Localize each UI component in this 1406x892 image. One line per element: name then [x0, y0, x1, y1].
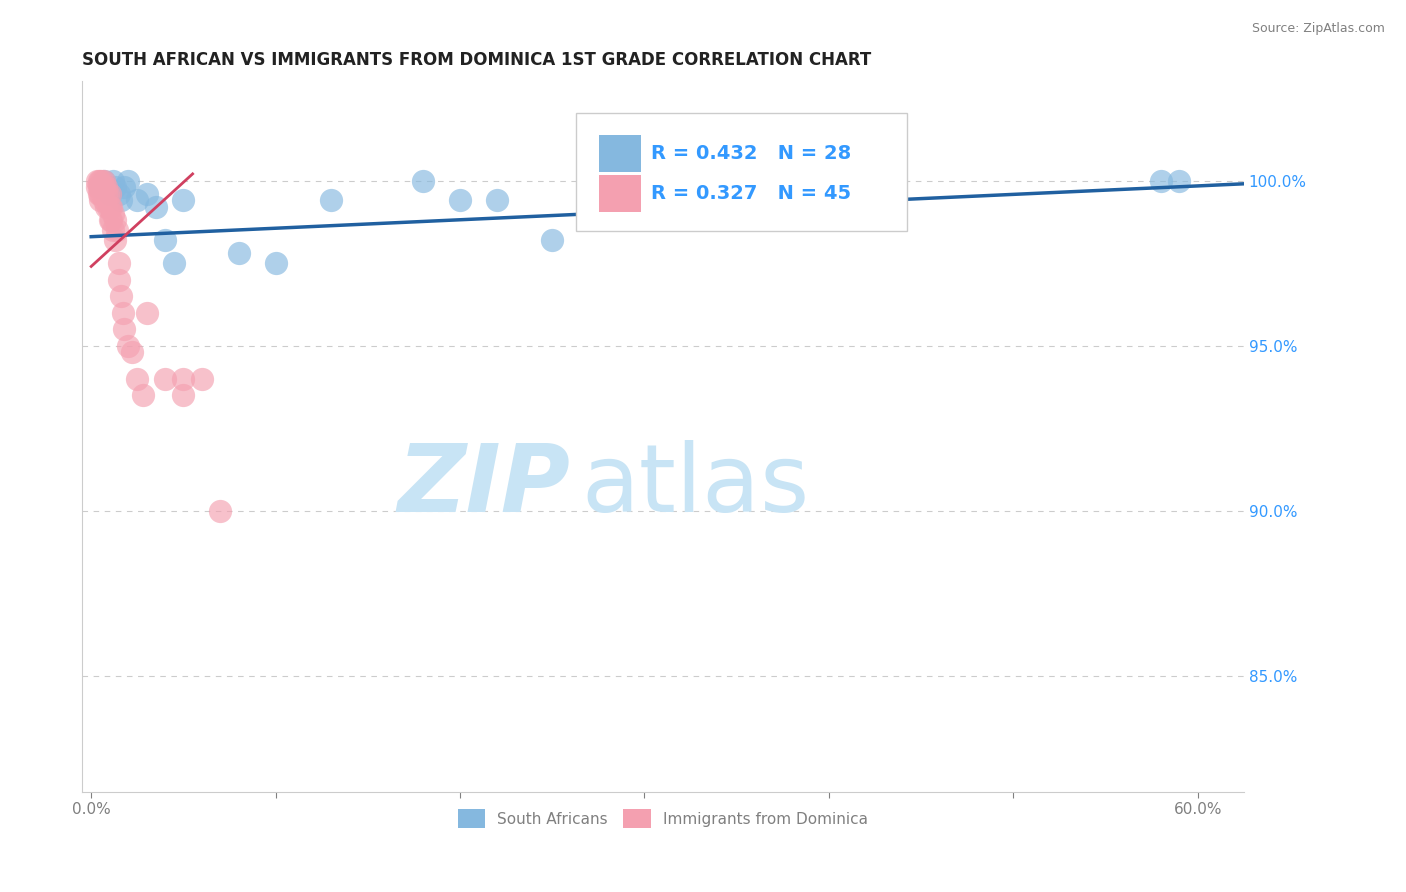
Point — [89, 186, 111, 201]
Point — [98, 186, 121, 201]
Point — [98, 200, 121, 214]
Point — [671, 173, 693, 187]
Point — [103, 173, 125, 187]
Point — [87, 186, 110, 201]
FancyBboxPatch shape — [599, 135, 641, 171]
Point — [172, 372, 194, 386]
Point — [93, 173, 115, 187]
Text: atlas: atlas — [582, 441, 810, 533]
Point — [103, 223, 125, 237]
Point — [104, 233, 127, 247]
Point — [93, 180, 115, 194]
Point — [172, 194, 194, 208]
Point — [172, 388, 194, 402]
Text: ZIP: ZIP — [396, 441, 569, 533]
Point — [93, 194, 115, 208]
Point — [1168, 173, 1191, 187]
Point — [94, 180, 117, 194]
Point — [112, 180, 135, 194]
Point — [89, 180, 111, 194]
Point — [163, 256, 186, 270]
Point — [110, 289, 132, 303]
Point — [228, 246, 250, 260]
Point — [153, 372, 176, 386]
Point — [153, 233, 176, 247]
Point — [121, 345, 143, 359]
Point — [86, 173, 108, 187]
Point — [103, 206, 125, 220]
Point — [127, 372, 149, 386]
Text: R = 0.432   N = 28: R = 0.432 N = 28 — [651, 144, 852, 162]
Point — [541, 233, 564, 247]
Point — [412, 173, 434, 187]
Point — [209, 504, 232, 518]
Point — [108, 273, 131, 287]
Point — [89, 180, 111, 194]
Point — [108, 256, 131, 270]
Point — [98, 186, 121, 201]
Point — [633, 173, 655, 187]
Point — [89, 173, 111, 187]
Point — [97, 200, 120, 214]
Point — [485, 194, 508, 208]
Point — [91, 180, 114, 194]
Point — [135, 306, 157, 320]
Point — [145, 200, 167, 214]
Point — [100, 213, 122, 227]
Point — [86, 180, 108, 194]
Point — [93, 173, 115, 187]
Point — [87, 180, 110, 194]
Point — [319, 194, 342, 208]
Point — [127, 194, 149, 208]
Point — [98, 213, 121, 227]
Point — [104, 180, 127, 194]
Text: R = 0.327   N = 45: R = 0.327 N = 45 — [651, 184, 852, 203]
Point — [117, 339, 139, 353]
Point — [264, 256, 287, 270]
Point — [111, 306, 134, 320]
Legend: South Africans, Immigrants from Dominica: South Africans, Immigrants from Dominica — [451, 803, 875, 834]
Point — [94, 180, 117, 194]
Point — [117, 173, 139, 187]
Point — [89, 194, 111, 208]
Text: Source: ZipAtlas.com: Source: ZipAtlas.com — [1251, 22, 1385, 36]
Point — [94, 200, 117, 214]
Point — [108, 186, 131, 201]
Point — [112, 322, 135, 336]
FancyBboxPatch shape — [599, 175, 641, 212]
Point — [135, 186, 157, 201]
Point — [94, 186, 117, 201]
Point — [818, 173, 841, 187]
Point — [105, 223, 128, 237]
Point — [449, 194, 471, 208]
Point — [132, 388, 155, 402]
Point — [97, 186, 120, 201]
Point — [100, 200, 122, 214]
Point — [91, 173, 114, 187]
Point — [104, 213, 127, 227]
Point — [1150, 173, 1173, 187]
Point — [91, 186, 114, 201]
Point — [191, 372, 214, 386]
Text: SOUTH AFRICAN VS IMMIGRANTS FROM DOMINICA 1ST GRADE CORRELATION CHART: SOUTH AFRICAN VS IMMIGRANTS FROM DOMINIC… — [82, 51, 872, 69]
FancyBboxPatch shape — [575, 113, 907, 230]
Point — [110, 194, 132, 208]
Point — [87, 173, 110, 187]
